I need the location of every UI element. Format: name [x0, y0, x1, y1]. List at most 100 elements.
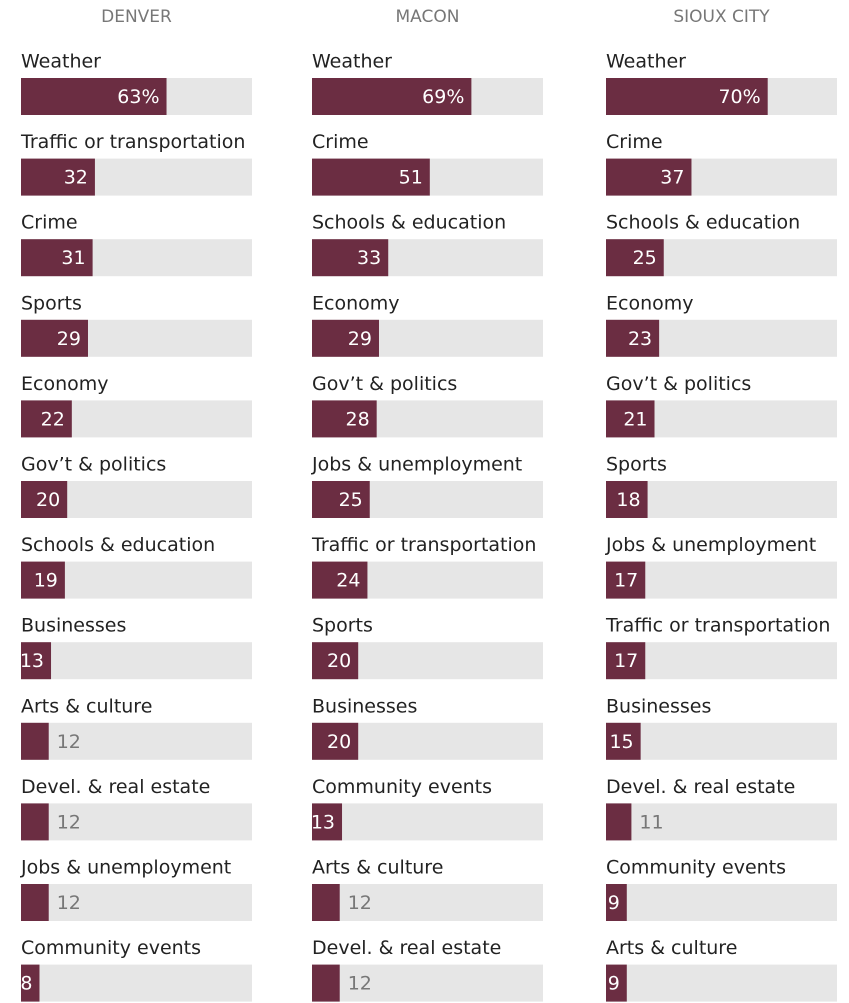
category-label: Arts & culture [312, 857, 443, 879]
bar [606, 964, 627, 1002]
category-label: Businesses [606, 695, 711, 717]
category-label: Jobs & unemployment [20, 857, 231, 879]
bar [606, 642, 646, 680]
bar [606, 803, 632, 841]
category-label: Sports [21, 292, 82, 314]
value-label: 12 [348, 892, 372, 914]
value-label: 11 [639, 811, 663, 833]
value-label: 37 [660, 167, 684, 189]
category-label: Traffic or transportation [311, 534, 536, 556]
bar-track [21, 964, 252, 1002]
panel-title: DENVER [101, 7, 172, 27]
value-label: 9 [608, 892, 620, 914]
category-label: Devel. & real estate [312, 937, 501, 959]
value-label: 63% [117, 86, 159, 108]
bar [606, 722, 641, 760]
value-label: 20 [36, 489, 60, 511]
bar [312, 722, 359, 760]
category-label: Weather [21, 51, 101, 73]
bar-track [312, 964, 543, 1002]
bar [312, 481, 370, 518]
value-label: 24 [336, 570, 360, 592]
bar [21, 78, 167, 115]
bar [606, 158, 692, 196]
category-label: Arts & culture [606, 937, 737, 959]
bar [21, 158, 95, 196]
value-label: 20 [327, 731, 351, 753]
category-label: Schools & education [606, 212, 800, 234]
value-label: 29 [57, 328, 81, 350]
category-label: Traffic or transportation [20, 131, 245, 153]
category-label: Crime [21, 212, 78, 234]
value-label: 51 [399, 167, 423, 189]
bar [312, 158, 430, 196]
category-label: Schools & education [21, 534, 215, 556]
bar-track [312, 884, 543, 921]
bar [21, 803, 49, 841]
bar [21, 964, 40, 1002]
category-label: Weather [606, 51, 686, 73]
bar [312, 239, 389, 277]
bar [606, 884, 627, 921]
category-label: Jobs & unemployment [605, 534, 816, 556]
value-label: 69% [422, 86, 464, 108]
bar [21, 400, 72, 438]
panel-title: MACON [396, 7, 460, 27]
category-label: Crime [312, 131, 369, 153]
value-label: 12 [57, 811, 81, 833]
value-label: 12 [57, 892, 81, 914]
bar [606, 481, 648, 518]
value-label: 18 [616, 489, 640, 511]
bar-track [21, 642, 252, 680]
value-label: 31 [61, 247, 85, 269]
bar-track [21, 884, 252, 921]
category-label: Economy [606, 292, 694, 314]
category-label: Economy [312, 292, 400, 314]
bar [312, 642, 359, 680]
value-label: 13 [311, 811, 335, 833]
bar [606, 319, 660, 357]
bar-track [606, 722, 837, 760]
bar [21, 319, 88, 357]
value-label: 17 [614, 570, 638, 592]
bar [312, 78, 472, 115]
bar-track [606, 964, 837, 1002]
bar [312, 884, 340, 921]
bar-track [21, 722, 252, 760]
bar [21, 642, 52, 680]
value-label: 8 [20, 973, 32, 995]
category-label: Traffic or transportation [605, 615, 830, 637]
bar [312, 803, 343, 841]
category-label: Devel. & real estate [21, 776, 210, 798]
bar [312, 400, 377, 438]
value-label: 32 [64, 167, 88, 189]
bar [312, 964, 340, 1002]
bar [606, 400, 655, 438]
bar [606, 239, 664, 277]
bar [21, 561, 65, 599]
bar-track [312, 803, 543, 841]
value-label: 12 [57, 731, 81, 753]
category-label: Schools & education [312, 212, 506, 234]
value-label: 29 [348, 328, 372, 350]
value-label: 20 [327, 650, 351, 672]
value-label: 17 [614, 650, 638, 672]
value-label: 70% [718, 86, 760, 108]
value-label: 12 [348, 973, 372, 995]
category-label: Economy [21, 373, 109, 395]
category-label: Arts & culture [21, 695, 152, 717]
category-label: Businesses [312, 695, 417, 717]
bar [21, 481, 68, 518]
category-label: Community events [21, 937, 201, 959]
category-label: Gov’t & politics [21, 454, 166, 476]
category-label: Crime [606, 131, 663, 153]
value-label: 28 [345, 408, 369, 430]
bar [21, 884, 49, 921]
bar [21, 239, 93, 277]
category-label: Devel. & real estate [606, 776, 795, 798]
bar [312, 561, 368, 599]
category-label: Sports [606, 454, 667, 476]
value-label: 21 [623, 408, 647, 430]
value-label: 23 [628, 328, 652, 350]
